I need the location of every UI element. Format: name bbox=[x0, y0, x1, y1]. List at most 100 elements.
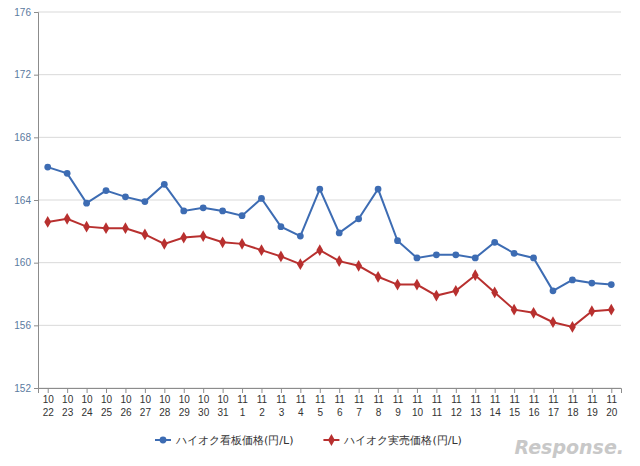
x-tick: 1118 bbox=[567, 388, 579, 418]
x-tick-label-line: 10 bbox=[218, 394, 230, 405]
y-tick-mark bbox=[34, 75, 38, 76]
x-tick-mark bbox=[242, 388, 243, 393]
x-tick-label-line: 1 bbox=[240, 407, 246, 418]
x-tick-mark bbox=[184, 388, 185, 393]
x-tick: 117 bbox=[354, 388, 365, 418]
x-tick-label: 113 bbox=[276, 394, 287, 418]
legend: ハイオク看板価格(円/L)ハイオク実売価格(円/L) bbox=[155, 434, 462, 447]
x-tick-label-line: 18 bbox=[567, 407, 579, 418]
series-marker bbox=[569, 277, 576, 284]
series-marker bbox=[569, 321, 576, 333]
x-tick: 1113 bbox=[470, 388, 482, 418]
series-marker bbox=[530, 255, 537, 262]
x-tick-label-line: 22 bbox=[43, 407, 55, 418]
series-marker bbox=[239, 238, 246, 250]
x-tick-label: 1117 bbox=[548, 394, 560, 418]
series-marker bbox=[608, 281, 615, 288]
series-marker bbox=[355, 260, 362, 272]
series-marker bbox=[336, 255, 343, 267]
x-tick-label: 1120 bbox=[606, 394, 618, 418]
x-tick-label: 118 bbox=[373, 394, 384, 418]
x-tick: 1027 bbox=[140, 388, 152, 418]
x-tick: 1022 bbox=[43, 388, 55, 418]
x-axis: 1022102310241025102610271028102910301031… bbox=[39, 388, 622, 418]
series-marker bbox=[588, 305, 595, 317]
x-tick-label-line: 11 bbox=[490, 394, 501, 405]
x-tick-label-line: 11 bbox=[568, 394, 579, 405]
series-marker bbox=[316, 244, 323, 256]
grid bbox=[38, 12, 621, 388]
y-tick-label: 172 bbox=[14, 69, 31, 80]
x-tick-label-line: 11 bbox=[296, 394, 307, 405]
series-marker bbox=[278, 223, 285, 230]
x-tick: 1026 bbox=[120, 388, 132, 418]
x-tick-label-line: 11 bbox=[315, 394, 326, 405]
series-marker bbox=[414, 279, 421, 291]
grid-line bbox=[38, 137, 621, 138]
series-marker bbox=[316, 186, 323, 193]
x-tick-mark bbox=[436, 388, 437, 393]
series-marker bbox=[219, 208, 226, 215]
x-tick-label-line: 10 bbox=[62, 394, 74, 405]
y-tick-label: 168 bbox=[14, 132, 31, 143]
x-tick-mark bbox=[572, 388, 573, 393]
x-tick-mark bbox=[48, 388, 49, 393]
series-marker bbox=[452, 251, 459, 258]
x-tick-label-line: 29 bbox=[179, 407, 191, 418]
x-tick-label: 119 bbox=[393, 394, 404, 418]
series-marker bbox=[83, 200, 90, 207]
x-tick: 1024 bbox=[82, 388, 94, 418]
x-tick-label-line: 2 bbox=[259, 407, 265, 418]
series-marker bbox=[511, 250, 518, 257]
x-tick-label-line: 19 bbox=[587, 407, 599, 418]
y-tick-mark bbox=[34, 263, 38, 264]
x-tick-mark bbox=[320, 388, 321, 393]
x-tick-label-line: 10 bbox=[140, 394, 152, 405]
x-tick-label-line: 9 bbox=[395, 407, 401, 418]
x-tick: 1119 bbox=[587, 388, 599, 418]
x-tick-label: 114 bbox=[296, 394, 307, 418]
x-tick-label: 117 bbox=[354, 394, 365, 418]
series-marker bbox=[588, 280, 595, 287]
series-marker bbox=[161, 238, 168, 250]
x-tick-mark bbox=[67, 388, 68, 393]
x-tick: 1030 bbox=[198, 388, 210, 418]
series-marker bbox=[141, 198, 148, 205]
x-tick-label-line: 10 bbox=[43, 394, 55, 405]
x-tick-label-line: 11 bbox=[257, 394, 268, 405]
x-tick-label-line: 11 bbox=[412, 394, 423, 405]
series-marker bbox=[394, 279, 401, 291]
x-tick-mark bbox=[417, 388, 418, 393]
x-tick-label: 115 bbox=[315, 394, 326, 418]
x-tick-label-line: 11 bbox=[393, 394, 404, 405]
series-marker bbox=[219, 236, 226, 248]
x-tick-mark bbox=[261, 388, 262, 393]
x-tick-mark bbox=[281, 388, 282, 393]
x-tick-label-line: 14 bbox=[490, 407, 502, 418]
x-tick-label-line: 10 bbox=[179, 394, 191, 405]
x-tick-label-line: 10 bbox=[159, 394, 171, 405]
legend-marker bbox=[160, 437, 167, 444]
x-tick: 1029 bbox=[179, 388, 191, 418]
chart: 1521561601641681721761022102310241025102… bbox=[0, 0, 640, 466]
x-tick-label: 1025 bbox=[101, 394, 113, 418]
x-tick-label: 1118 bbox=[567, 394, 579, 418]
x-tick-mark bbox=[611, 388, 612, 393]
plot-area bbox=[44, 164, 614, 333]
series-marker bbox=[550, 316, 557, 328]
x-tick-label: 1024 bbox=[82, 394, 94, 418]
series-marker bbox=[472, 255, 479, 262]
x-tick: 1111 bbox=[432, 388, 443, 418]
x-tick-mark bbox=[475, 388, 476, 393]
series-marker bbox=[161, 181, 168, 188]
y-axis-line bbox=[34, 13, 39, 389]
y-tick: 160 bbox=[14, 257, 38, 268]
x-tick-label: 116 bbox=[335, 394, 346, 418]
x-tick-label: 1030 bbox=[198, 394, 210, 418]
y-tick-label: 176 bbox=[14, 7, 31, 18]
series-marker bbox=[44, 164, 51, 171]
grid-line bbox=[38, 325, 621, 326]
series-marker bbox=[375, 271, 382, 283]
x-tick-label-line: 26 bbox=[120, 407, 132, 418]
x-tick: 1025 bbox=[101, 388, 113, 418]
